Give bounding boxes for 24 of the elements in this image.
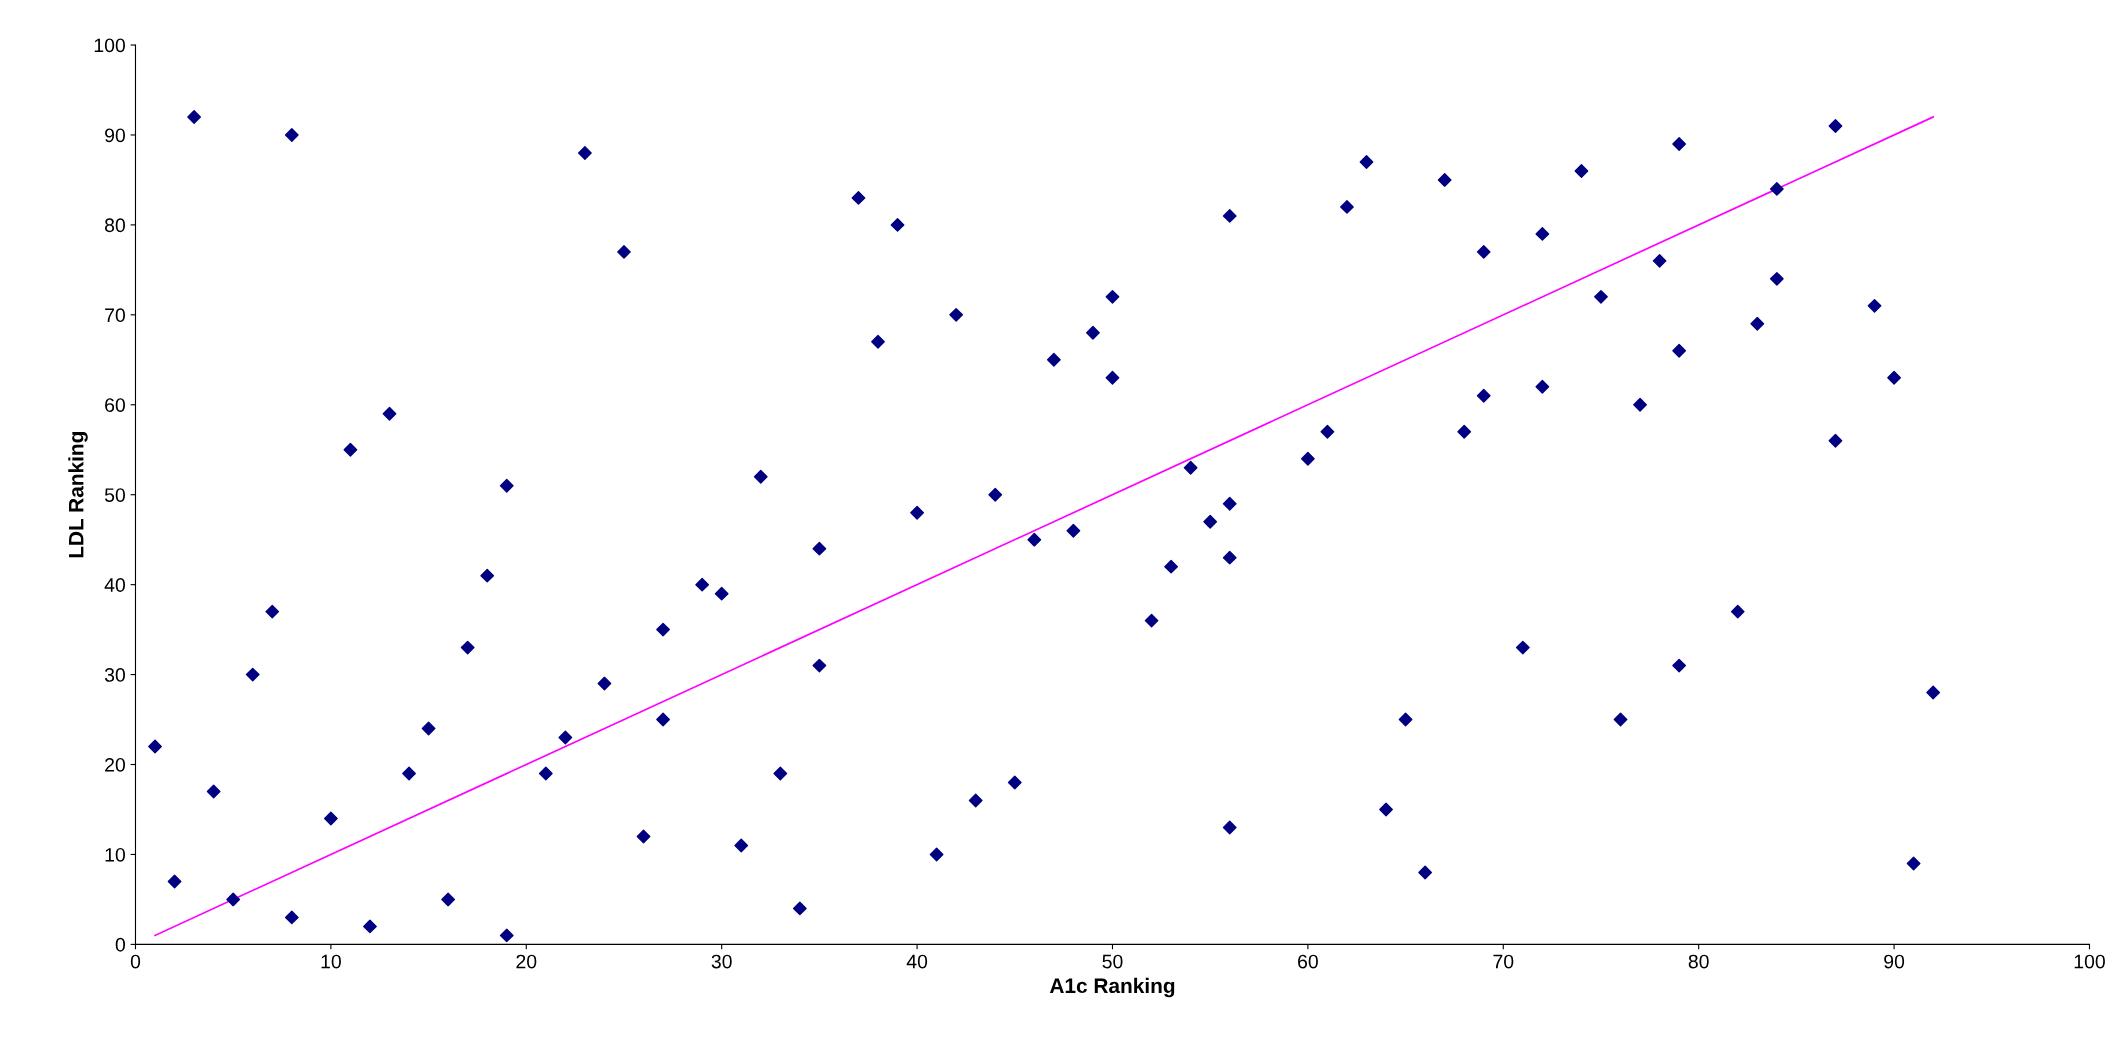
y-tick-label: 70 (105, 308, 126, 323)
x-tick-label: 90 (1884, 954, 1905, 969)
x-axis-title: A1c Ranking (1049, 977, 1175, 998)
x-tick-label: 20 (516, 954, 537, 969)
y-tick-label: 10 (105, 847, 126, 862)
y-tick-label: 30 (104, 668, 126, 682)
y-tick-label: 50 (104, 488, 126, 502)
x-tick-label: 80 (1688, 954, 1709, 969)
x-tick-label: 0 (130, 954, 141, 969)
x-tick-label: 40 (906, 954, 928, 969)
x-tick-label: 60 (1298, 954, 1318, 969)
y-tick-label: 40 (104, 578, 126, 592)
y-tick-label: 80 (104, 218, 126, 233)
y-tick-label: 90 (105, 128, 126, 143)
y-tick-label: 20 (105, 757, 126, 772)
y-tick-label: 0 (115, 937, 126, 952)
y-tick-label: 100 (94, 38, 126, 53)
x-tick-label: 70 (1493, 954, 1514, 969)
x-tick-label: 50 (1102, 954, 1123, 969)
x-tick-label: 30 (711, 954, 732, 969)
x-tick-label: 100 (2074, 954, 2105, 969)
x-tick-label: 10 (321, 954, 341, 969)
y-tick-label: 60 (105, 398, 126, 413)
y-axis-title: LDL Ranking (68, 432, 88, 558)
